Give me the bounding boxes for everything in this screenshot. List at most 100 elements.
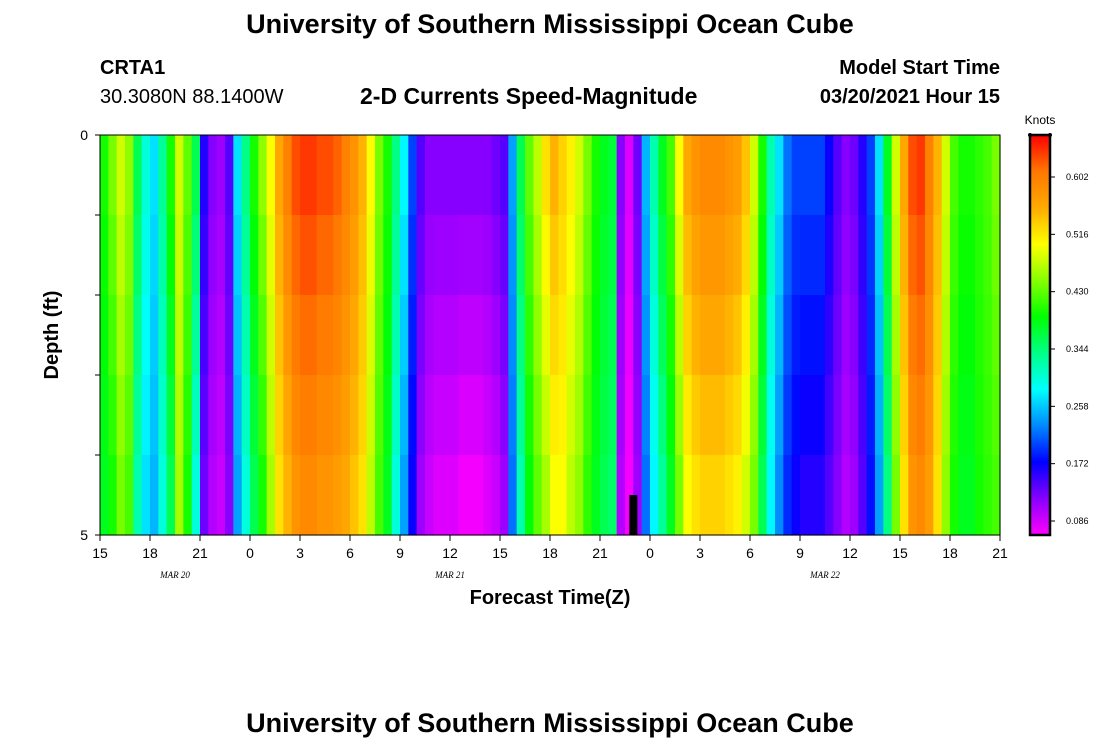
heatmap-cell [441, 135, 451, 216]
heatmap-cell [508, 215, 518, 296]
heatmap-cell [366, 215, 376, 296]
heatmap-cell [450, 215, 459, 296]
heatmap-cell [583, 295, 593, 376]
heatmap-cell [841, 215, 851, 296]
heatmap-cell [666, 135, 676, 216]
heatmap-cell [608, 135, 618, 216]
heatmap-cell [458, 455, 468, 536]
plot-title: 2-D Currents Speed-Magnitude [360, 83, 698, 109]
heatmap-cell [816, 455, 826, 536]
heatmap-cell [266, 215, 276, 296]
heatmap-cell [766, 455, 776, 536]
heatmap-cell [200, 215, 209, 296]
heatmap-cell [208, 455, 218, 536]
heatmap-cell [700, 295, 709, 376]
heatmap-cell [666, 455, 676, 536]
heatmap-cell [108, 135, 118, 216]
heatmap-cell [200, 375, 209, 456]
footer-title: University of Southern Mississippi Ocean… [246, 708, 854, 738]
heatmap-cell [533, 455, 543, 536]
heatmap-cell [916, 215, 926, 296]
x-tick-label: 12 [442, 545, 458, 561]
heatmap-cell [741, 135, 751, 216]
heatmap-cell [466, 295, 476, 376]
heatmap-cell [841, 295, 851, 376]
heatmap-cell [525, 455, 534, 536]
heatmap-cell [183, 455, 193, 536]
heatmap-cell [416, 215, 426, 296]
heatmap-cell [225, 375, 234, 456]
heatmap-cell [733, 295, 743, 376]
heatmap-cell [141, 215, 151, 296]
heatmap-cell [575, 455, 584, 536]
heatmap-cell [808, 455, 818, 536]
heatmap-cell [525, 295, 534, 376]
heatmap-cell [241, 295, 251, 376]
heatmap-cell [916, 295, 926, 376]
heatmap-cell [683, 375, 693, 456]
heatmap-cell [416, 455, 426, 536]
heatmap-cell [641, 375, 651, 456]
heatmap-cell [958, 135, 968, 216]
heatmap-cell [225, 295, 234, 376]
heatmap-cell [641, 295, 651, 376]
heatmap-cell [975, 135, 984, 216]
heatmap-cell [700, 215, 709, 296]
heatmap-cell [925, 135, 934, 216]
heatmap-cell [250, 455, 259, 536]
heatmap-cell [658, 455, 668, 536]
heatmap-cell [658, 215, 668, 296]
heatmap-cell [291, 135, 301, 216]
heatmap-cell [616, 375, 626, 456]
heatmap-cell [841, 455, 851, 536]
heatmap-cell [516, 375, 526, 456]
colorbar-tick-label: 0.172 [1066, 459, 1089, 469]
heatmap-cell [900, 455, 909, 536]
heatmap-cell [983, 375, 993, 456]
heatmap-cell [650, 455, 659, 536]
heatmap-cell [241, 455, 251, 536]
heatmap-cell [875, 295, 884, 376]
heatmap-cell [175, 135, 184, 216]
y-tick-label: 0 [80, 127, 88, 143]
heatmap-cell [975, 375, 984, 456]
heatmap-cell [108, 455, 118, 536]
heatmap-cell [800, 295, 809, 376]
heatmap-cell [666, 215, 676, 296]
heatmap-cell [883, 135, 893, 216]
heatmap-cell [375, 135, 384, 216]
page-title: University of Southern Mississippi Ocean… [246, 9, 854, 39]
heatmap-cell [150, 375, 159, 456]
heatmap-cell [566, 295, 576, 376]
heatmap-cell [983, 135, 993, 216]
heatmap-cell [600, 375, 609, 456]
heatmap-cell [258, 215, 268, 296]
heatmap-cell [166, 135, 176, 216]
heatmap-cell [391, 455, 401, 536]
heatmap-cell [933, 215, 943, 296]
heatmap-cell [966, 295, 976, 376]
heatmap-cell [875, 375, 884, 456]
heatmap-cell [458, 295, 468, 376]
heatmap-cell [400, 455, 409, 536]
heatmap-cell [291, 455, 301, 536]
heatmap-cell [400, 135, 409, 216]
heatmap-cell [900, 135, 909, 216]
heatmap-cell [766, 135, 776, 216]
heatmap-cell [225, 215, 234, 296]
heatmap-cell [916, 455, 926, 536]
heatmap-cell [391, 215, 401, 296]
heatmap-cell [750, 215, 759, 296]
heatmap-cell [125, 375, 134, 456]
heatmap-cell [775, 375, 784, 456]
heatmap-cell [833, 455, 843, 536]
heatmap-cell [475, 215, 484, 296]
heatmap-cell [700, 135, 709, 216]
heatmap-cell [466, 215, 476, 296]
heatmap-cell [391, 375, 401, 456]
heatmap-cell [950, 135, 959, 216]
heatmap-cell [616, 295, 626, 376]
heatmap-cell [925, 375, 934, 456]
heatmap-cell [583, 455, 593, 536]
